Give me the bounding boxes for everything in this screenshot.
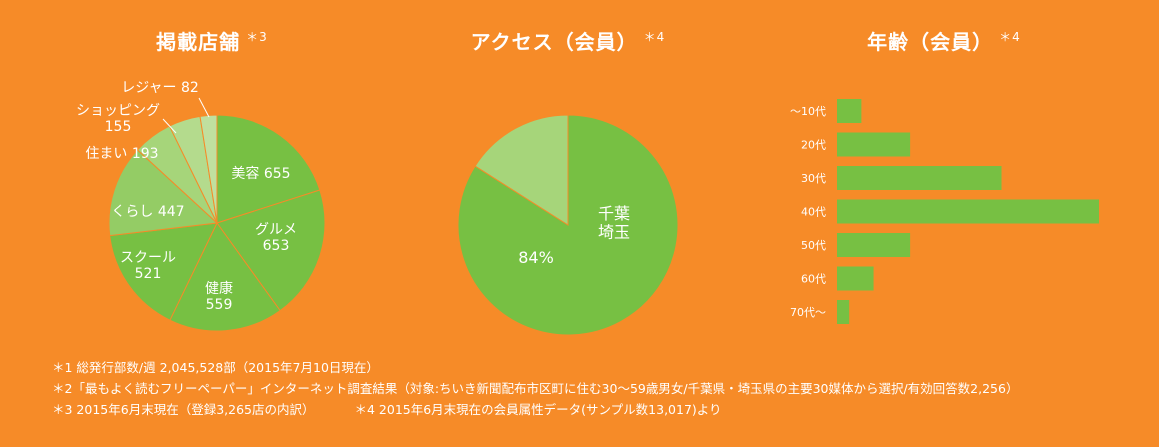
pie-slice-2: [216, 189, 326, 312]
pie-slice-1: [216, 114, 321, 224]
access-chart-title: アクセス（会員） ＊4: [470, 30, 666, 54]
access-chart-note: ＊4: [643, 30, 666, 44]
age-chart-note: ＊4: [999, 30, 1021, 44]
footnote-1: ＊1 総発行部数/週 2,045,528部（2015年7月10日現在）: [52, 360, 379, 375]
age-tick-7: 70代～: [790, 306, 826, 319]
age-bar-2: [837, 132, 911, 157]
age-bar-4: [837, 199, 1099, 224]
pie-label-5: くらし 447: [111, 204, 184, 220]
footnotes: ＊1 総発行部数/週 2,045,528部（2015年7月10日現在） ＊2「最…: [52, 357, 1018, 420]
age-tick-6: 60代: [801, 273, 826, 286]
footnote-3: ＊3 2015年6月末現在（登録3,265店の内訳）: [52, 402, 315, 417]
store-chart-note: ＊3: [246, 30, 268, 44]
pie-slice-4: [109, 222, 218, 321]
age-tick-4: 40代: [801, 206, 826, 219]
age-bar-6: [837, 266, 874, 291]
footnote-4: ＊4 2015年6月末現在の会員属性データ(サンプル数13,017)より: [354, 402, 722, 417]
pie-leader-8: [198, 97, 210, 118]
access-slice-label: 千葉埼玉: [598, 204, 630, 241]
age-tick-1: ～10代: [790, 105, 826, 118]
pie-slice-5: [108, 149, 219, 237]
pie-label-8: レジャー 82: [121, 80, 199, 96]
age-bar-7: [837, 300, 850, 324]
pie-label-6: 住まい 193: [85, 146, 158, 162]
pie-label-7: ショッピング 155: [76, 103, 160, 135]
age-tick-5: 50代: [801, 239, 826, 252]
pie-slice-3: [169, 222, 281, 332]
pie-label-1: 美容 655: [231, 165, 290, 182]
store-chart-title: 掲載店舗 ＊3: [156, 30, 268, 54]
age-chart-title: 年齢（会員） ＊4: [867, 30, 1021, 54]
access-slice-2: [474, 114, 569, 226]
age-tick-3: 30代: [801, 172, 826, 185]
age-bar-3: [837, 166, 1002, 190]
footnote-2: ＊2「最もよく読むフリーペーパー」インターネット調査結果（対象:ちいき新聞配布市…: [52, 381, 1019, 396]
pie-label-3: 健康 559: [205, 280, 233, 313]
age-bar-1: [837, 99, 862, 123]
access-percent-label: 84%: [518, 248, 554, 267]
pie-label-2: グルメ 653: [255, 222, 297, 254]
pie-label-4: スクール 521: [120, 250, 176, 282]
age-bar-5: [837, 233, 911, 257]
charts-canvas: 美容 655 グルメ 653 健康 559 スクール 521 くらし 447 住まい 193 ショ…: [76, 80, 1099, 336]
pie-leader-7: [162, 118, 177, 134]
age-tick-2: 20代: [801, 139, 826, 152]
